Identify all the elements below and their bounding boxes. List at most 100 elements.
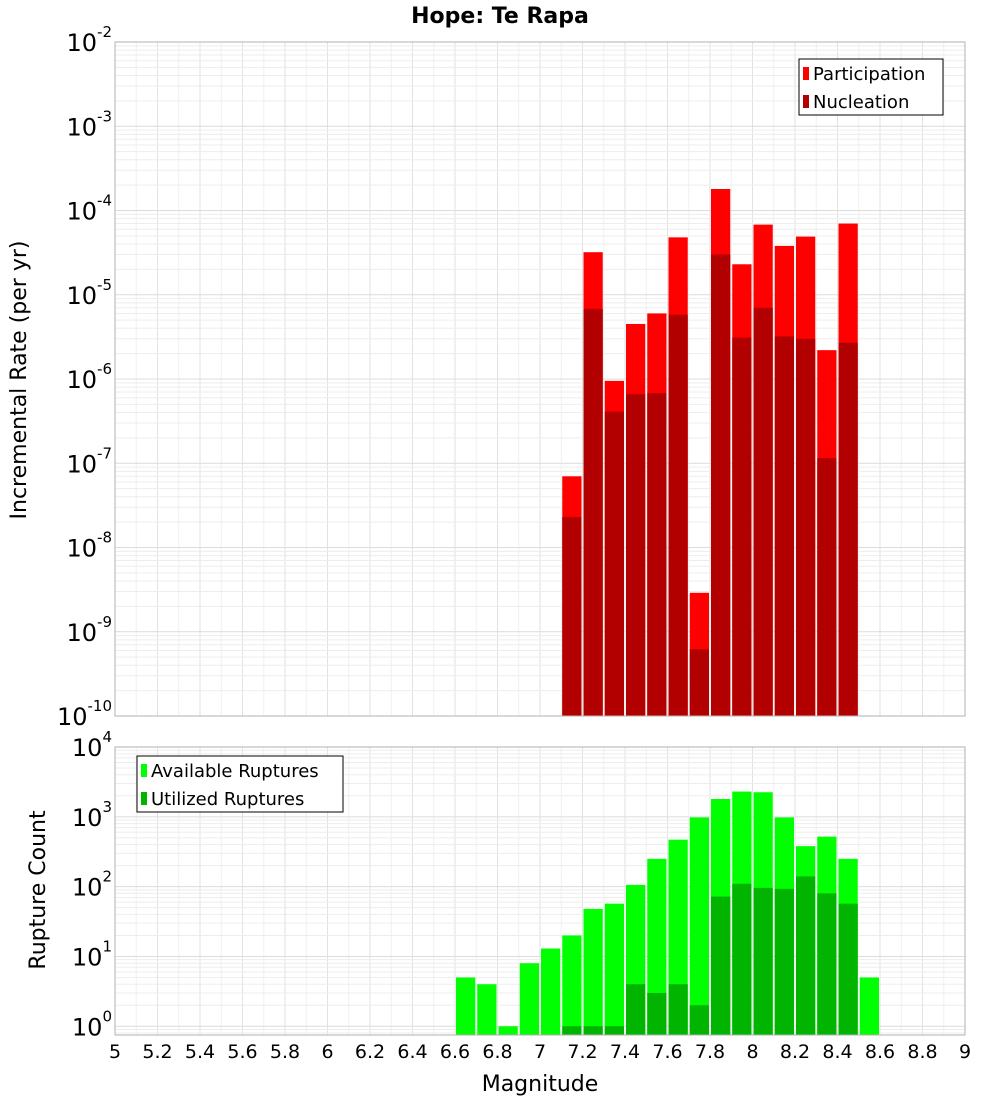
legend-swatch (141, 764, 147, 777)
count-bar (477, 984, 497, 1035)
y-tick-exponent: 1 (102, 937, 112, 955)
legend-label: Participation (813, 64, 925, 85)
x-tick-label: 6.8 (482, 1041, 512, 1063)
rate-legend: Participation Nucleation (798, 58, 944, 116)
rate-plot-frame (114, 41, 966, 717)
count-bar (583, 1026, 603, 1035)
y-tick-label: 104 (72, 728, 112, 762)
rate-bar (817, 458, 837, 716)
y-tick-exponent: -7 (97, 444, 112, 462)
count-bar (562, 935, 582, 1035)
x-tick-label: 6.6 (440, 1041, 470, 1063)
y-tick-base: 10 (72, 943, 103, 971)
count-bar (817, 893, 837, 1035)
count-bar (689, 817, 709, 1035)
y-tick-base: 10 (66, 282, 97, 310)
y-tick-label: 103 (72, 798, 112, 832)
y-tick-base: 10 (57, 703, 88, 731)
x-tick-label: 5.6 (227, 1041, 257, 1063)
legend-swatch (803, 95, 809, 108)
count-bar (859, 977, 879, 1035)
y-tick-base: 10 (66, 29, 97, 57)
count-bar (711, 896, 731, 1035)
y-tick-label: 10-7 (66, 444, 112, 478)
y-tick-exponent: -4 (97, 192, 112, 210)
legend-label: Utilized Ruptures (151, 789, 304, 810)
x-tick-label: 7 (534, 1041, 546, 1063)
y-tick-label: 10-6 (66, 360, 112, 394)
x-tick-label: 8.6 (865, 1041, 895, 1063)
y-tick-base: 10 (66, 450, 97, 478)
x-tick-label: 5.4 (185, 1041, 215, 1063)
count-legend: Available Ruptures Utilized Ruptures (136, 755, 344, 813)
count-bar (647, 992, 667, 1035)
count-series-b (562, 876, 858, 1035)
count-bar (604, 903, 624, 1035)
x-tick-label: 7.8 (695, 1041, 725, 1063)
count-bar (668, 984, 688, 1035)
y-tick-label: 10-10 (57, 697, 112, 731)
y-tick-label: 10-9 (66, 613, 112, 647)
x-tick-label: 8.2 (780, 1041, 810, 1063)
legend-swatch (803, 67, 809, 80)
chart-title: Hope: Te Rapa (411, 4, 589, 29)
count-bar (583, 908, 603, 1035)
y-tick-base: 10 (66, 366, 97, 394)
y-tick-exponent: -9 (97, 613, 112, 631)
y-tick-exponent: -3 (97, 107, 112, 125)
rate-series-b (562, 254, 858, 716)
count-bar (689, 1005, 709, 1035)
rate-bar (732, 337, 752, 716)
y-tick-label: 102 (72, 868, 112, 902)
rate-grid (114, 42, 966, 717)
y-tick-exponent: -5 (97, 276, 112, 294)
legend-label: Available Ruptures (151, 761, 319, 782)
top-y-axis-label: Incremental Rate (per yr) (7, 241, 32, 520)
x-tick-label: 5.8 (270, 1041, 300, 1063)
rate-bar (626, 394, 646, 716)
x-tick-label: 7.2 (567, 1041, 597, 1063)
x-tick-label: 6 (321, 1041, 333, 1063)
count-bar (732, 883, 752, 1035)
rate-bar (689, 649, 709, 716)
rate-bar (711, 254, 731, 716)
rate-bar (668, 314, 688, 716)
count-bar (647, 858, 667, 1035)
x-tick-label: 7.6 (652, 1041, 682, 1063)
legend-box (136, 755, 344, 813)
x-tick-label: 8.4 (822, 1041, 852, 1063)
x-tick-labels: 5 5.2 5.4 5.6 5.8 6 6.2 6.4 6.6 6.8 7 7.2 7.4 7.6 7.8 8… (109, 1041, 971, 1063)
count-plot-frame (114, 746, 966, 1036)
count-bar (519, 963, 539, 1035)
count-bar (796, 876, 816, 1035)
count-bar (838, 903, 858, 1035)
count-bar (626, 984, 646, 1035)
y-tick-base: 10 (72, 1013, 103, 1041)
y-tick-exponent: -10 (88, 697, 113, 715)
y-tick-exponent: -6 (97, 360, 112, 378)
y-tick-exponent: 0 (102, 1007, 112, 1025)
x-tick-label: 7.4 (610, 1041, 640, 1063)
count-bar (541, 948, 561, 1035)
y-tick-exponent: 3 (102, 798, 112, 816)
rate-bar (583, 308, 603, 716)
rate-bar (562, 517, 582, 716)
y-tick-label: 10-2 (66, 23, 112, 57)
x-axis-label: Magnitude (482, 1072, 599, 1097)
y-tick-label: 10-5 (66, 276, 112, 310)
y-tick-base: 10 (72, 874, 103, 902)
x-tick-label: 6.2 (355, 1041, 385, 1063)
legend-label: Nucleation (813, 92, 909, 113)
legend-swatch (141, 792, 147, 805)
x-tick-label: 9 (959, 1041, 971, 1063)
y-tick-exponent: -2 (97, 23, 112, 41)
y-tick-base: 10 (72, 734, 103, 762)
y-tick-base: 10 (66, 198, 97, 226)
x-tick-label: 5.2 (142, 1041, 172, 1063)
bottom-y-axis-label: Rupture Count (26, 810, 51, 970)
y-tick-label: 101 (72, 937, 112, 971)
y-tick-label: 10-4 (66, 192, 112, 226)
rate-bar (838, 342, 858, 716)
